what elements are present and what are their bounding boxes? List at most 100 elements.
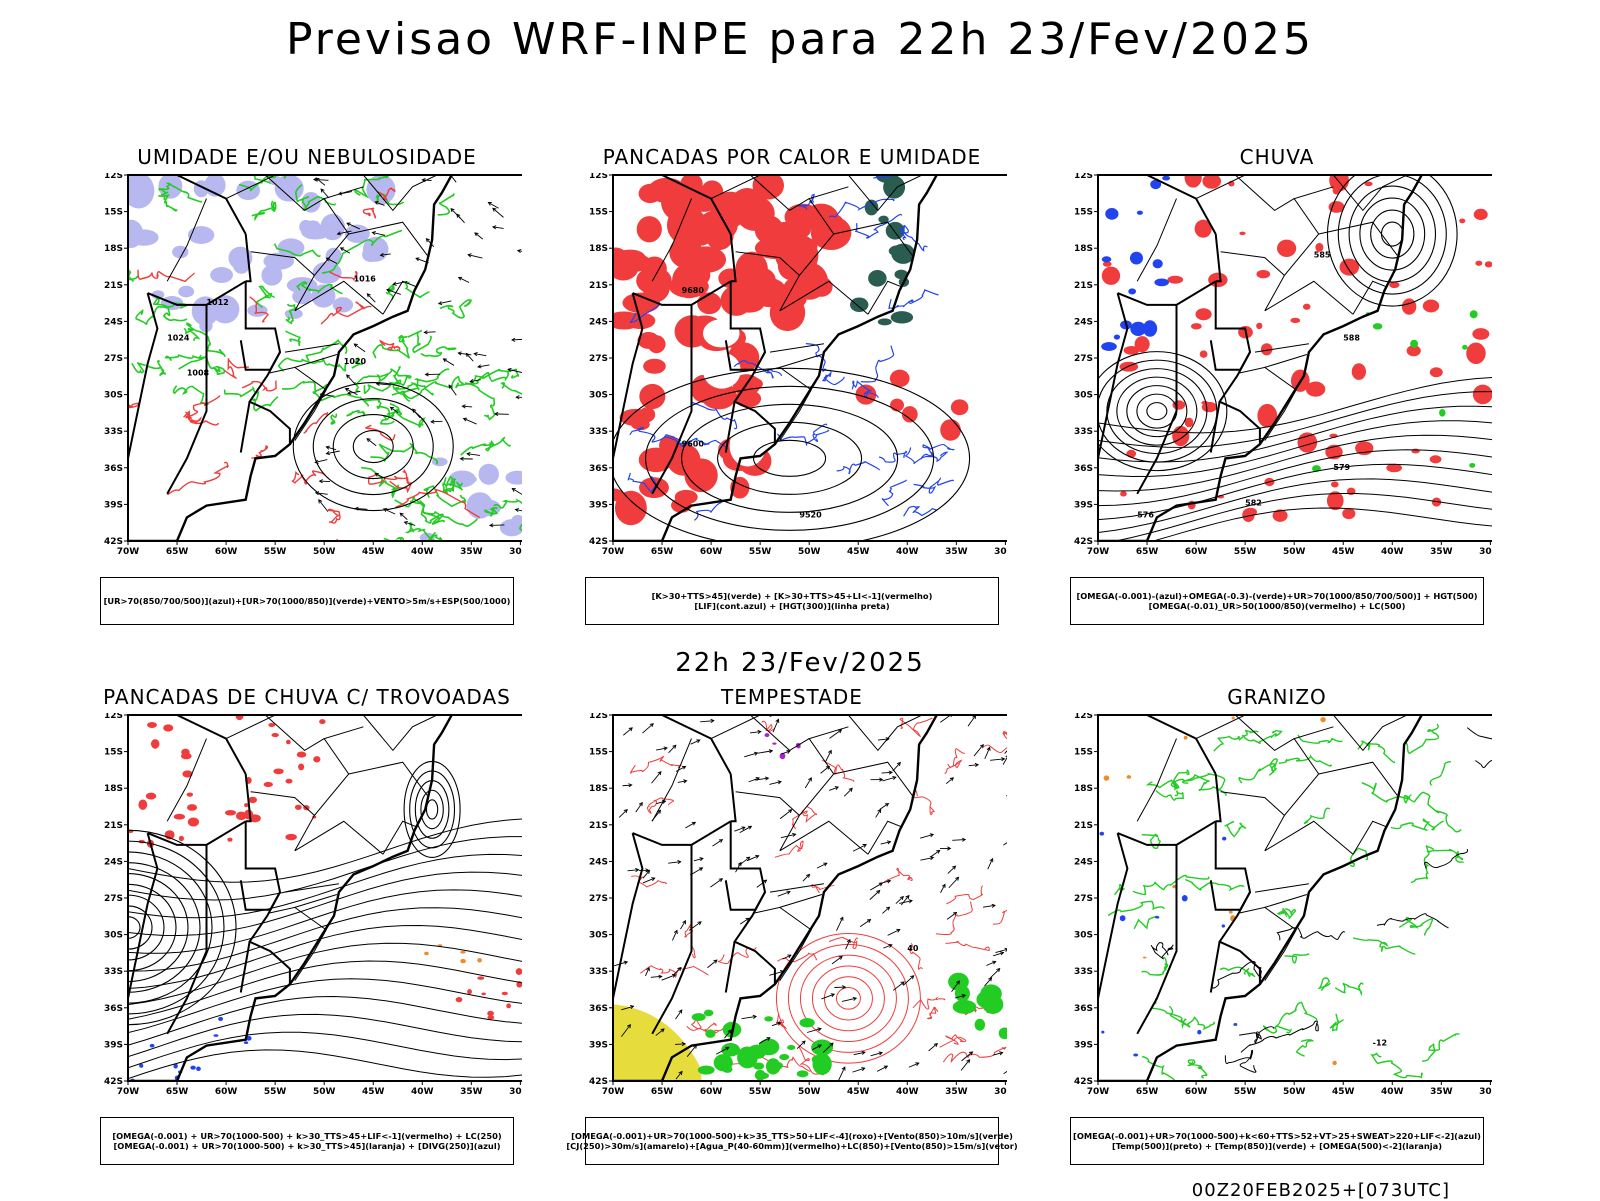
- strong-wind-area: [982, 995, 1003, 1014]
- lat-tick-label: 33S: [589, 967, 608, 977]
- storm-area: [146, 793, 156, 800]
- strong-wind-area: [779, 1054, 789, 1060]
- legend-box: [OMEGA(-0.001) + UR>70(1000-500) + k>30_…: [100, 1117, 514, 1165]
- lon-tick-label: 35W: [1430, 547, 1453, 557]
- instability-area: [765, 222, 806, 260]
- legend-line: [K>30+TTS>45](verde) + [K>30+TTS>45+LI<-…: [652, 591, 933, 601]
- lon-tick-label: 30W: [994, 1087, 1007, 1097]
- lon-tick-label: 40W: [896, 1087, 919, 1097]
- storm-area: [236, 812, 247, 820]
- storm-area: [248, 797, 257, 803]
- wind-vector: [757, 880, 767, 887]
- legend-line: [Temp(500)](preto) + [Temp(850)](verde) …: [1112, 1141, 1442, 1151]
- divergence-area: [218, 1017, 223, 1021]
- clear-area: [703, 319, 740, 347]
- country-border: [128, 293, 157, 458]
- rain-area: [1195, 308, 1211, 320]
- lon-tick-label: 70W: [1087, 547, 1110, 557]
- lon-tick-label: 70W: [602, 1087, 625, 1097]
- lat-tick-label: 21S: [589, 821, 608, 831]
- rain-area: [1303, 304, 1311, 310]
- country-border: [1098, 293, 1127, 458]
- wind-vector: [1006, 788, 1007, 796]
- rain-area: [1459, 218, 1465, 223]
- rain-area: [1191, 323, 1202, 329]
- wind-vector: [652, 772, 661, 784]
- lon-tick-label: 40W: [411, 1087, 434, 1097]
- lon-tick-label: 40W: [1381, 547, 1404, 557]
- wind-vector: [314, 179, 329, 180]
- strong-wind-area: [753, 1062, 764, 1069]
- geopotential-contour: [1360, 198, 1425, 270]
- lat-tick-label: 18S: [589, 244, 608, 254]
- lifted-index-contour: [904, 506, 937, 516]
- storm-orange-area: [460, 951, 465, 954]
- geopotential-contour: [1349, 186, 1435, 282]
- wind-vector: [961, 1060, 969, 1071]
- instability-area: [636, 267, 672, 295]
- legend-box: [OMEGA(-0.001)+UR>70(1000-500)+k>35_TTS>…: [585, 1117, 999, 1165]
- strong-motion-area: [1469, 463, 1475, 468]
- wind-vector: [780, 810, 792, 819]
- storm-area: [179, 836, 184, 842]
- strong-wind-area: [692, 1013, 706, 1021]
- storm-area: [271, 733, 278, 737]
- contour-label: 585: [1314, 251, 1331, 260]
- precipitable-water-contour: [824, 977, 872, 1020]
- lat-tick-label: 36S: [104, 464, 123, 474]
- state-border: [1265, 895, 1307, 908]
- legend-box: [OMEGA(-0.001)-(azul)+OMEGA(-0.3)-(verde…: [1070, 577, 1484, 625]
- wind-vector: [949, 877, 959, 887]
- precipitable-water-contour: [800, 955, 896, 1041]
- strong-wind-area: [758, 1073, 769, 1079]
- rain-area: [1472, 328, 1489, 340]
- coastline: [1062, 175, 1422, 541]
- instability-k-area: [868, 270, 886, 287]
- storm-area: [188, 817, 199, 826]
- panel-title: UMIDADE E/OU NEBULOSIDADE: [92, 145, 522, 169]
- rain-area: [1331, 481, 1339, 487]
- temperature-850-contour: [1225, 822, 1246, 837]
- wind-vector: [623, 728, 632, 735]
- precipitable-water-contour: [993, 894, 1007, 924]
- strong-wind-area: [698, 1066, 715, 1075]
- storm-area: [487, 1015, 494, 1019]
- vertical-motion-area: [1102, 256, 1112, 262]
- storm-area: [456, 997, 463, 1002]
- country-border: [250, 352, 290, 444]
- lat-tick-label: 15S: [1074, 748, 1093, 758]
- jet-stream-area: [613, 1004, 701, 1081]
- lon-tick-label: 50W: [313, 1087, 336, 1097]
- rain-area: [1430, 367, 1443, 377]
- temperature-850-contour: [1320, 978, 1331, 991]
- wind-vector: [952, 840, 965, 841]
- geopotential-contour: [1147, 403, 1167, 420]
- storm-area: [264, 782, 273, 787]
- geopotential-contour: [1127, 386, 1187, 437]
- temperature-500-contour: [1475, 760, 1492, 769]
- main-title: Previsao WRF-INPE para 22h 23/Fev/2025: [0, 14, 1600, 65]
- rain-area: [1167, 276, 1183, 284]
- state-border: [349, 762, 428, 795]
- omega-area: [1104, 775, 1110, 780]
- storm-area: [181, 749, 190, 756]
- lat-tick-label: 21S: [104, 281, 123, 291]
- temperature-850-contour: [1391, 819, 1443, 830]
- geopotential-contour: [1117, 377, 1197, 445]
- storm-area: [285, 779, 292, 784]
- humidity-high-area: [333, 297, 353, 312]
- rain-area: [1473, 385, 1492, 405]
- wind-vector: [974, 745, 983, 756]
- wind-vector: [710, 879, 722, 887]
- temperature-850-contour: [1133, 875, 1209, 894]
- rain-area: [1466, 343, 1485, 365]
- lon-tick-label: 55W: [264, 547, 287, 557]
- storm-area: [516, 968, 522, 975]
- strong-wind-area: [787, 1045, 795, 1050]
- wind-vector: [860, 920, 870, 927]
- strong-wind-area: [812, 1055, 823, 1064]
